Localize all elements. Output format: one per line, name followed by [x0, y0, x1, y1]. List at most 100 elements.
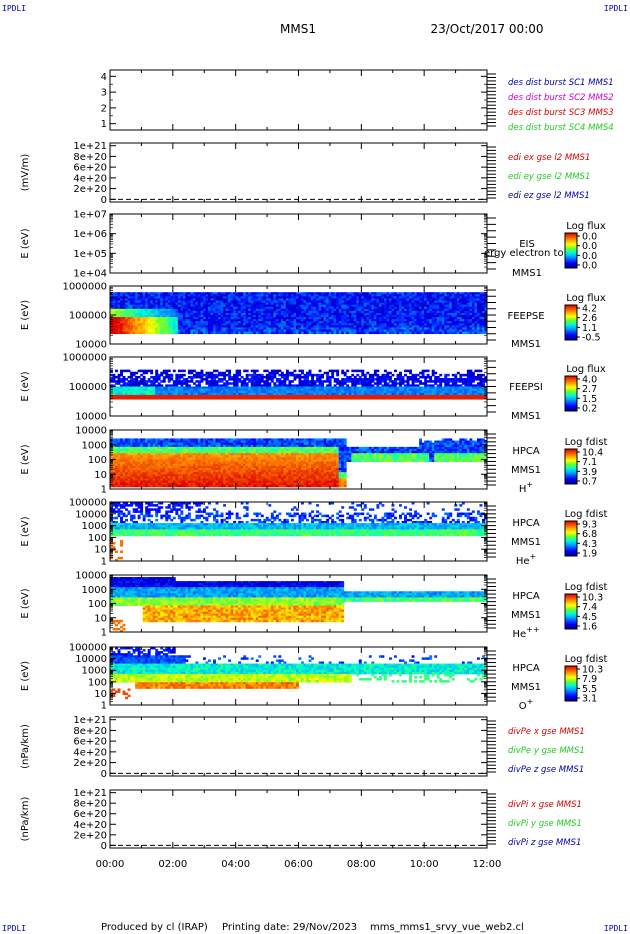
spectrogram-cell: [301, 304, 304, 308]
spectrogram-cell: [170, 308, 174, 312]
spectrogram-cell: [130, 327, 134, 330]
spectrogram-cell: [351, 317, 355, 320]
spectrogram-cell: [386, 294, 390, 297]
spectrogram-cell: [200, 331, 204, 335]
spectrogram-cell: [110, 321, 113, 324]
spectrogram-cell: [145, 397, 149, 400]
spectrogram-cell: [308, 306, 312, 310]
spectrogram-cell: [215, 317, 219, 320]
spectrogram-cell: [167, 323, 171, 326]
spectrogram-cell: [341, 331, 345, 335]
spectrogram-cell: [351, 397, 355, 400]
spectrogram-cell: [265, 317, 269, 320]
spectrogram-cell: [162, 369, 166, 373]
spectrogram-cell: [348, 302, 352, 306]
spectrogram-cell: [260, 310, 264, 314]
spectrogram-cell: [464, 373, 468, 377]
spectrogram-cell: [238, 296, 242, 299]
spectrogram-cell: [373, 397, 377, 400]
spectrogram-cell: [235, 302, 239, 306]
spectrogram-cell: [295, 306, 299, 310]
spectrogram-cell: [177, 292, 181, 295]
spectrogram-cell: [243, 312, 247, 316]
spectrogram-cell: [323, 302, 327, 306]
spectrogram-cell: [110, 369, 113, 373]
spectrogram-cell: [258, 397, 262, 400]
y-tick-label: 100000: [69, 311, 107, 322]
spectrogram-cell: [270, 323, 274, 326]
spectrogram-cell: [223, 329, 227, 332]
spectrogram-cell: [373, 315, 377, 318]
spectrogram-cell: [431, 323, 435, 326]
spectrogram-cell: [431, 373, 435, 377]
spectrogram-cell: [167, 321, 171, 324]
spectrogram-cell: [268, 327, 272, 330]
spectrogram-cell: [177, 298, 181, 301]
spectrogram-cell: [228, 308, 232, 312]
spectrogram-cell: [110, 292, 113, 295]
spectrogram-cell: [260, 319, 264, 322]
spectrogram-cell: [373, 308, 377, 312]
spectrogram-cell: [456, 329, 460, 332]
spectrogram-cell: [185, 315, 189, 318]
spectrogram-cell: [419, 382, 423, 385]
spectrogram-cell: [233, 302, 237, 306]
spectrogram-cell: [137, 394, 141, 398]
spectrogram-cell: [434, 300, 438, 303]
spectrogram-cell: [150, 375, 154, 379]
spectrogram-cell: [192, 294, 196, 297]
spectrogram-cell: [213, 308, 216, 312]
spectrogram-cell: [351, 294, 355, 297]
spectrogram-cell: [406, 317, 410, 320]
spectrogram-cell: [303, 331, 307, 335]
spectrogram-cell: [401, 331, 405, 335]
spectrogram-cell: [396, 294, 400, 297]
spectrogram-cell: [316, 319, 319, 322]
spectrogram-cell: [336, 310, 340, 314]
spectrogram-cell: [208, 302, 211, 306]
spectrogram-cell: [200, 325, 204, 328]
spectrogram-cell: [449, 325, 453, 328]
spectrogram-cell: [220, 296, 224, 299]
spectrogram-cell: [278, 300, 282, 303]
spectrogram-cell: [321, 292, 325, 295]
spectrogram-cell: [278, 302, 282, 306]
spectrogram-cell: [278, 323, 282, 326]
spectrogram-cell: [311, 298, 314, 301]
spectrogram-cell: [356, 397, 360, 400]
spectrogram-cell: [202, 373, 206, 377]
spectrogram-cell: [245, 300, 249, 303]
spectrogram-cell: [401, 325, 405, 328]
spectrogram-cell: [245, 378, 249, 381]
spectrogram-cell: [295, 300, 299, 303]
spectrogram-cell: [331, 319, 335, 322]
spectrogram-cell: [348, 317, 352, 320]
spectrogram-cell: [449, 397, 453, 400]
spectrogram-cell: [200, 397, 204, 400]
spectrogram-cell: [351, 319, 355, 322]
spectrogram-cell: [323, 327, 327, 330]
spectrogram-cell: [190, 292, 194, 295]
spectrogram-cell: [298, 308, 302, 312]
spectrogram-cell: [195, 292, 199, 295]
spectrogram-cell: [333, 319, 337, 322]
spectrogram-cell: [426, 294, 430, 297]
spectrogram-cell: [391, 373, 395, 377]
spectrogram-cell: [285, 315, 289, 318]
spectrogram-cell: [321, 329, 325, 332]
spectrogram-cell: [228, 300, 232, 303]
spectrogram-cell: [157, 298, 161, 301]
spectrogram-cell: [328, 302, 332, 306]
spectrogram-cell: [218, 296, 221, 299]
spectrogram-cell: [160, 373, 164, 377]
spectrogram-cell: [260, 312, 264, 316]
spectrogram-cell: [383, 315, 387, 318]
spectrogram-cell: [406, 306, 410, 310]
spectrogram-cell: [285, 292, 289, 295]
spectrogram-cell: [157, 304, 161, 308]
spectrogram-cell: [313, 310, 317, 314]
spectrogram-cell: [172, 317, 176, 320]
spectrogram-cell: [409, 371, 412, 375]
spectrogram-cell: [197, 292, 201, 295]
spectrogram-cell: [476, 308, 480, 312]
